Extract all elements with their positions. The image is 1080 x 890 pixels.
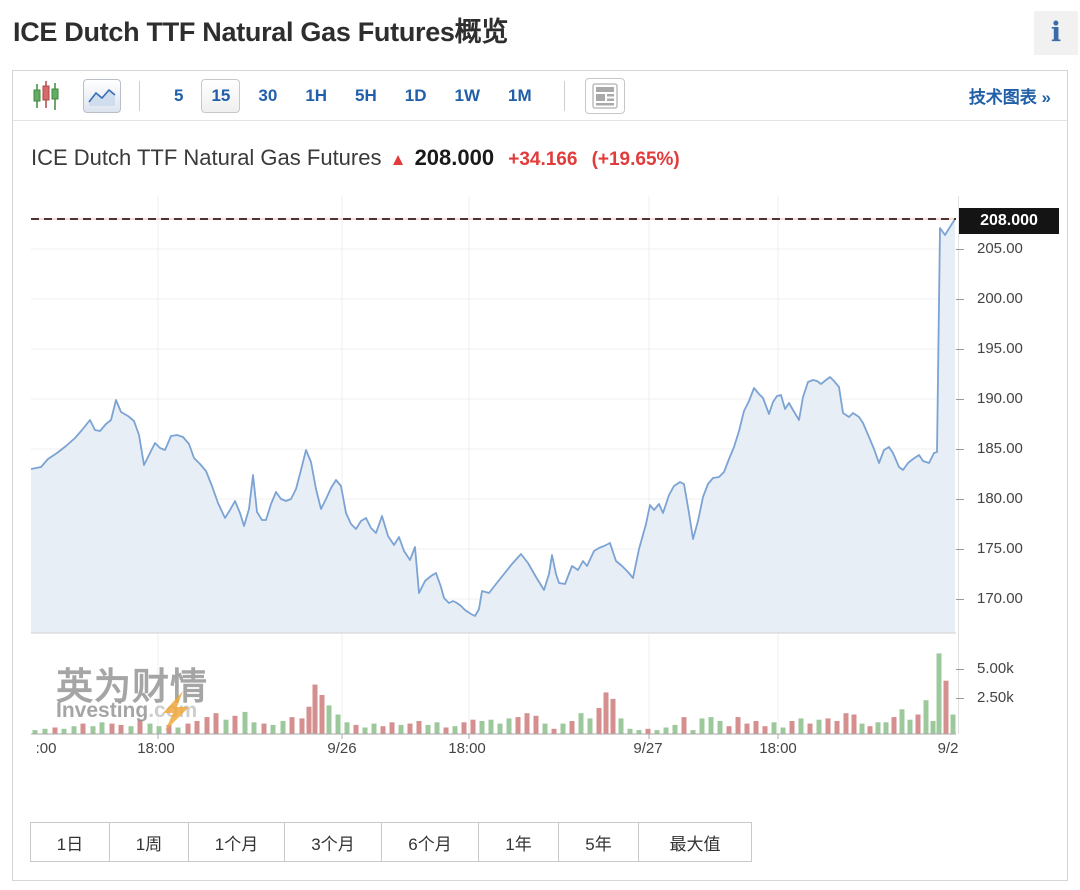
interval-1D[interactable]: 1D	[404, 85, 427, 105]
axis-tick	[956, 299, 964, 300]
range-button-1[interactable]: 1日	[30, 822, 110, 862]
newspaper-icon	[591, 82, 618, 109]
price-change-percent: (+19.65%)	[591, 149, 680, 170]
page-title: ICE Dutch TTF Natural Gas Futures概览	[13, 17, 509, 47]
x-tick-label: :00	[35, 740, 57, 757]
axis-tick	[956, 499, 964, 500]
info-button[interactable]: i	[1034, 11, 1078, 55]
interval-1M[interactable]: 1M	[508, 85, 532, 105]
x-tick-label: 9/26	[327, 740, 357, 757]
axis-tick	[956, 349, 964, 350]
axis-tick	[956, 249, 964, 250]
chart-symbol-name: ICE Dutch TTF Natural Gas Futures	[31, 145, 382, 170]
range-button-3[interactable]: 1个月	[188, 822, 285, 862]
candlestick-chart-button[interactable]	[31, 79, 63, 113]
axis-tick	[956, 698, 964, 699]
x-axis-labels: :00 18:00 9/26 18:00 9/27 18:00 9/2	[31, 740, 971, 762]
toolbar-divider	[139, 80, 140, 111]
line-chart-icon	[88, 88, 116, 106]
x-tick-label: 9/27	[633, 740, 663, 757]
axis-tick	[956, 549, 964, 550]
toolbar-divider	[563, 80, 565, 111]
candlestick-icon	[33, 80, 59, 110]
y-tick-label: 185.00	[977, 440, 1023, 457]
x-tick-label: 18:00	[137, 740, 175, 757]
chart-panel: 5 15 30 1H 5H 1D 1W 1M 技术图表 » ICE Dutch TTF Nat…	[12, 70, 1068, 881]
chart-header: ICE Dutch TTF Natural Gas Futures ▲ 208.…	[31, 145, 680, 171]
interval-30[interactable]: 30	[258, 85, 278, 105]
x-tick-label: 9/2	[937, 740, 959, 757]
range-button-6[interactable]: 1年	[478, 822, 559, 862]
line-chart-button[interactable]	[83, 78, 121, 113]
volume-tick-label: 5.00k	[977, 660, 1014, 677]
x-tick-label: 18:00	[448, 740, 486, 757]
last-price-value: 208.000	[414, 145, 495, 170]
interval-5[interactable]: 5	[174, 85, 184, 105]
axis-tick	[956, 399, 964, 400]
axis-tick	[956, 599, 964, 600]
info-icon: i	[1050, 17, 1062, 48]
chart-toolbar: 5 15 30 1H 5H 1D 1W 1M 技术图表 »	[13, 71, 1067, 121]
price-chart-plot[interactable]	[31, 196, 971, 742]
interval-list: 5 15 30 1H 5H 1D 1W 1M	[160, 78, 546, 113]
volume-tick-label: 2.50k	[977, 689, 1014, 706]
range-button-8[interactable]: 最大值	[638, 822, 752, 862]
up-arrow-icon: ▲	[389, 150, 407, 169]
last-price-tag: 208.000	[959, 208, 1059, 234]
y-tick-label: 190.00	[977, 390, 1023, 407]
range-button-5[interactable]: 6个月	[381, 822, 479, 862]
range-buttons: 1日 1周 1个月 3个月 6个月 1年 5年 最大值	[30, 822, 752, 862]
y-tick-label: 205.00	[977, 240, 1023, 257]
news-panel-button[interactable]	[584, 77, 625, 114]
interval-15[interactable]: 15	[201, 78, 241, 113]
range-button-4[interactable]: 3个月	[284, 822, 382, 862]
technical-chart-link[interactable]: 技术图表 »	[968, 88, 1051, 107]
axis-tick	[956, 449, 964, 450]
y-tick-label: 170.00	[977, 590, 1023, 607]
y-tick-label: 195.00	[977, 340, 1023, 357]
range-button-2[interactable]: 1周	[109, 822, 189, 862]
interval-1W[interactable]: 1W	[454, 85, 481, 105]
y-axis-line	[958, 196, 959, 734]
axis-tick	[956, 669, 964, 670]
interval-1H[interactable]: 1H	[305, 85, 328, 105]
y-tick-label: 180.00	[977, 490, 1023, 507]
interval-5H[interactable]: 5H	[355, 85, 377, 105]
y-tick-label: 200.00	[977, 290, 1023, 307]
price-change: +34.166	[508, 149, 578, 170]
x-tick-label: 18:00	[759, 740, 797, 757]
range-button-7[interactable]: 5年	[558, 822, 639, 862]
y-tick-label: 175.00	[977, 540, 1023, 557]
